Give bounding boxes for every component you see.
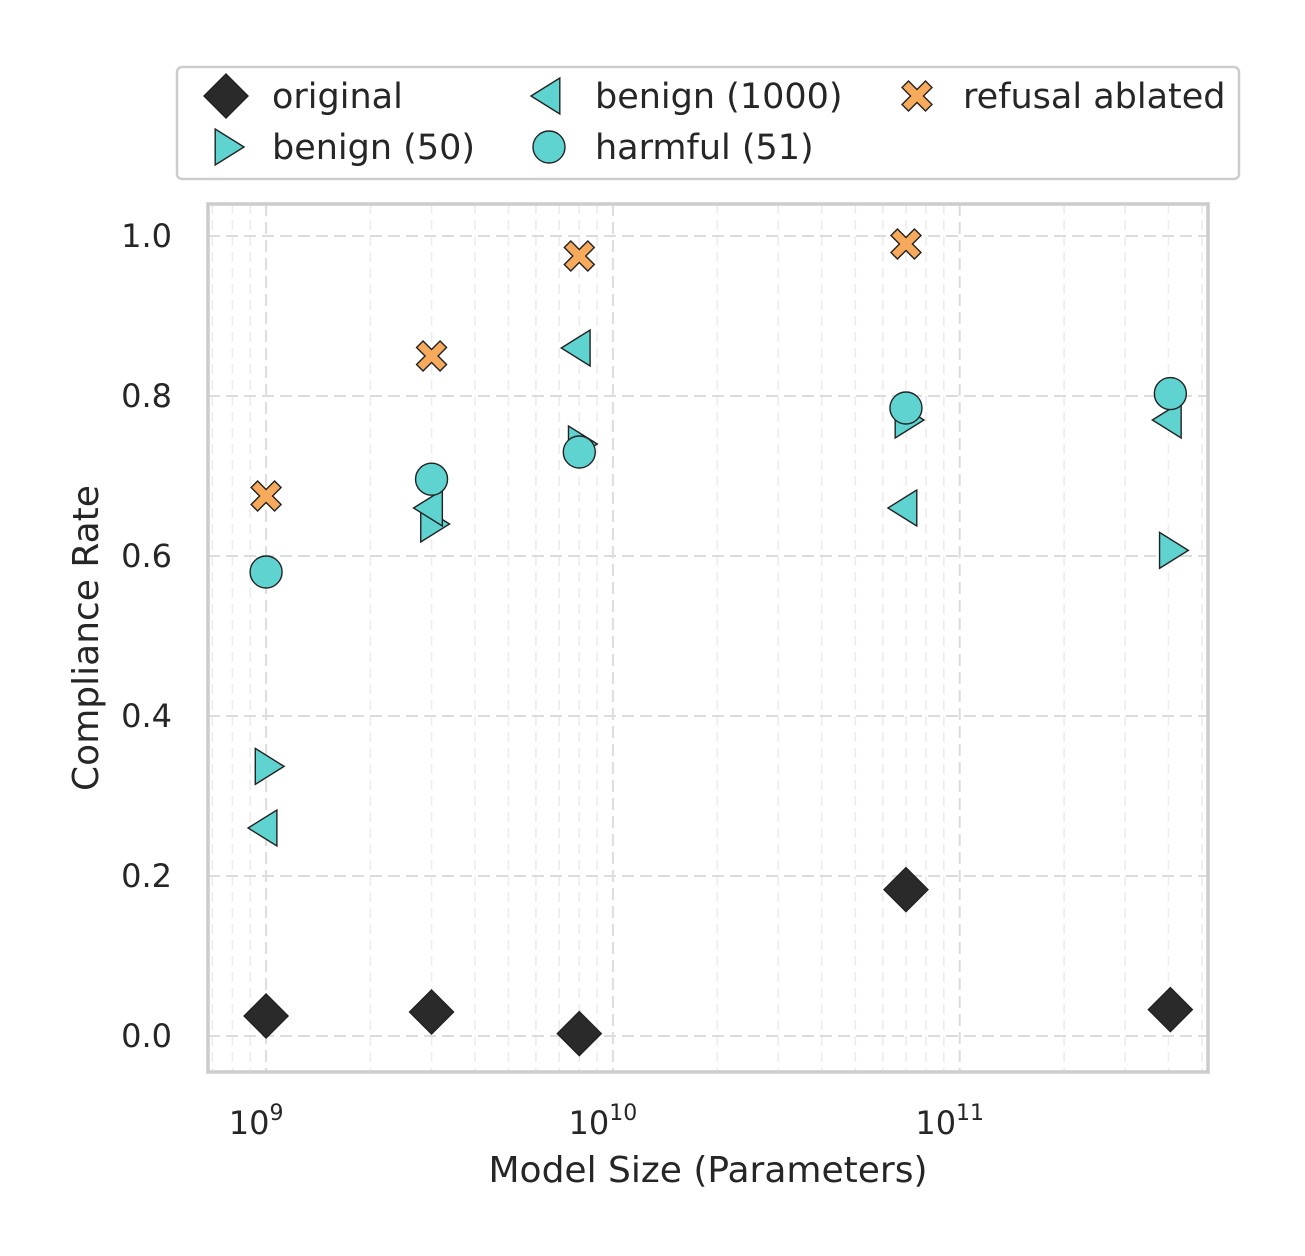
grid-lines bbox=[208, 204, 1208, 1072]
point-benign-1000 bbox=[559, 328, 591, 368]
point-benign-50 bbox=[254, 747, 286, 786]
y-tick-label: 0.0 bbox=[121, 1017, 172, 1055]
y-tick-label: 0.6 bbox=[121, 537, 172, 575]
plot-frame bbox=[206, 202, 1210, 1074]
x-tick-label: 1010 bbox=[569, 1101, 638, 1142]
legend-marker-refusal-ablated bbox=[901, 80, 933, 112]
x-tick-label: 1011 bbox=[915, 1101, 984, 1142]
y-tick-label: 1.0 bbox=[121, 217, 172, 255]
series-refusal-ablated bbox=[250, 228, 922, 512]
x-axis-label: Model Size (Parameters) bbox=[488, 1150, 927, 1191]
legend-label-benign-1000: benign (1000) bbox=[595, 77, 843, 117]
point-benign-1000 bbox=[886, 488, 918, 528]
legend-box bbox=[175, 65, 1241, 181]
point-benign-50 bbox=[1158, 531, 1190, 570]
point-original bbox=[1147, 986, 1194, 1033]
x-tick-label: 109 bbox=[229, 1101, 284, 1142]
point-refusal-ablated bbox=[415, 340, 448, 372]
legend-label-refusal-ablated: refusal ablated bbox=[963, 77, 1226, 117]
point-refusal-ablated bbox=[889, 228, 922, 260]
legend-marker-benign-50 bbox=[214, 127, 246, 167]
legend: original benign (1000) refusal ablated beni… bbox=[175, 65, 1241, 181]
point-original bbox=[556, 1010, 603, 1057]
legend-label-original: original bbox=[272, 77, 403, 117]
point-benign-1000 bbox=[1151, 400, 1182, 440]
series-benign-1000 bbox=[246, 328, 1182, 848]
point-harmful-51 bbox=[889, 391, 923, 425]
legend-label-harmful-51: harmful (51) bbox=[595, 128, 814, 168]
point-harmful-51 bbox=[1153, 376, 1188, 411]
point-harmful-51 bbox=[562, 435, 596, 469]
data-points bbox=[243, 228, 1194, 1057]
point-benign-1000 bbox=[246, 808, 278, 848]
y-tick-label: 0.2 bbox=[121, 857, 172, 895]
point-refusal-ablated bbox=[563, 240, 596, 272]
legend-marker-benign-1000 bbox=[529, 76, 561, 116]
point-original bbox=[882, 866, 929, 913]
y-tick-label: 0.4 bbox=[121, 697, 172, 735]
legend-marker-harmful-51 bbox=[532, 130, 566, 164]
legend-label-benign-50: benign (50) bbox=[272, 128, 475, 168]
legend-marker-original bbox=[203, 73, 249, 119]
y-axis-label: Compliance Rate bbox=[66, 485, 107, 791]
point-harmful-51 bbox=[414, 462, 449, 496]
point-refusal-ablated bbox=[250, 480, 283, 512]
point-original bbox=[408, 989, 455, 1035]
point-benign-1000 bbox=[412, 488, 444, 528]
series-original bbox=[243, 866, 1194, 1057]
series-benign-50 bbox=[254, 400, 1190, 786]
y-tick-label: 0.8 bbox=[121, 377, 172, 415]
point-original bbox=[243, 993, 290, 1039]
point-harmful-51 bbox=[249, 555, 283, 589]
axis-ticks: 0.0 0.2 0.4 0.6 0.8 1.0 109 1010 1011 bbox=[121, 217, 984, 1142]
series-harmful-51 bbox=[249, 376, 1188, 589]
